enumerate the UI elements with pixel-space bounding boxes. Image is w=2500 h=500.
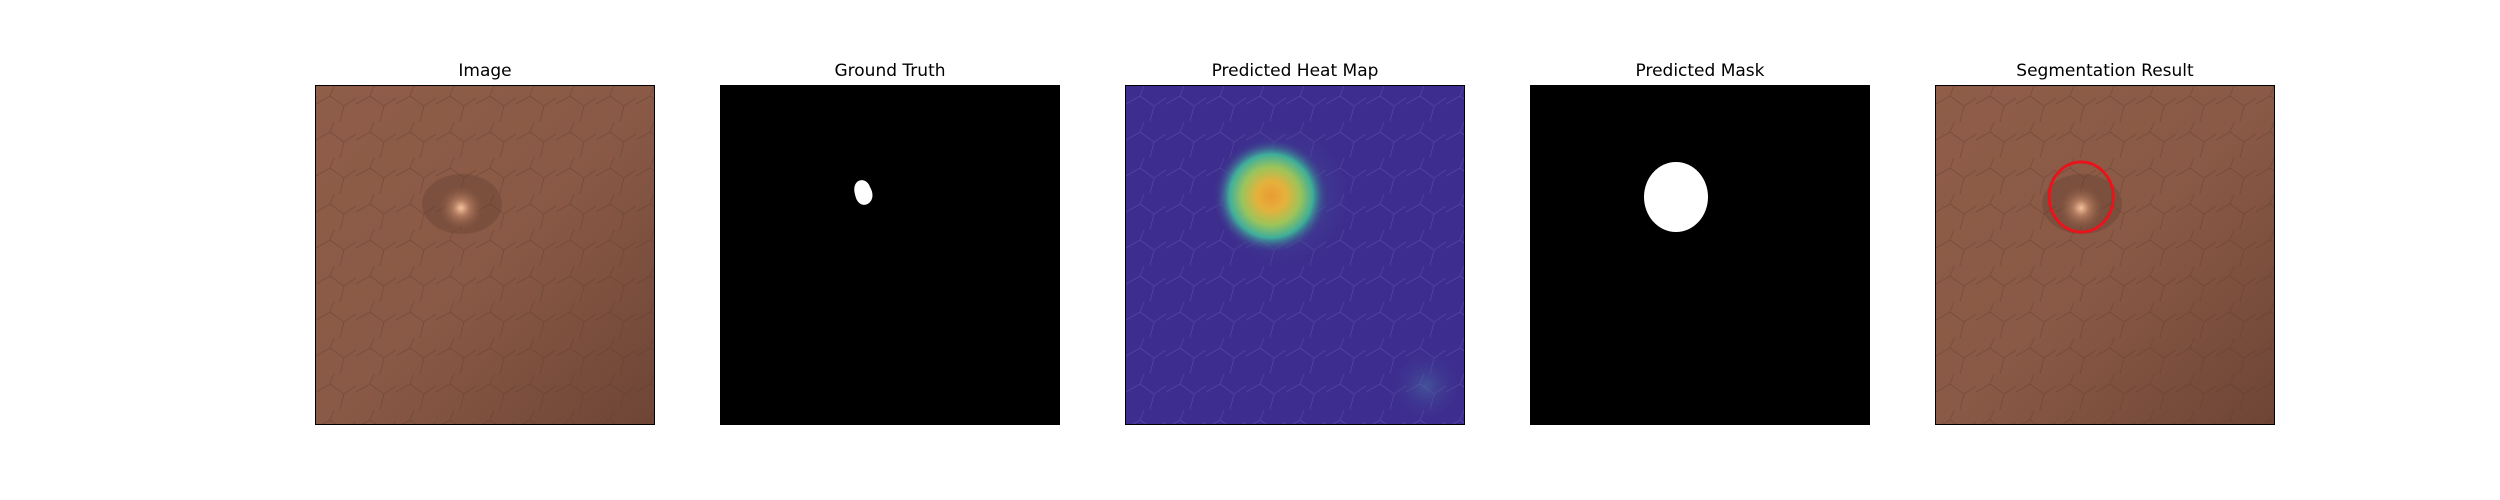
ground-truth-mask xyxy=(720,85,1060,425)
predicted-heat-map xyxy=(1125,85,1465,425)
predicted-mask xyxy=(1530,85,1870,425)
heatmap-image xyxy=(1126,86,1464,424)
binary-mask-image xyxy=(721,86,1059,424)
binary-mask-image xyxy=(1531,86,1869,424)
panel-title-predicted-mask: Predicted Mask xyxy=(1635,61,1765,81)
predicted-region xyxy=(1644,162,1708,232)
panel-title-image: Image xyxy=(458,61,512,81)
defect-contour xyxy=(2047,160,2115,234)
segmentation-result xyxy=(1935,85,2275,425)
defect-region xyxy=(854,180,873,205)
panel-title-ground-truth: Ground Truth xyxy=(834,61,946,81)
overlay-image xyxy=(1936,86,2274,424)
input-image xyxy=(315,85,655,425)
panel-title-heat-map: Predicted Heat Map xyxy=(1211,61,1379,81)
leather-texture-image xyxy=(316,86,654,424)
panel-title-segmentation: Segmentation Result xyxy=(2016,61,2194,81)
